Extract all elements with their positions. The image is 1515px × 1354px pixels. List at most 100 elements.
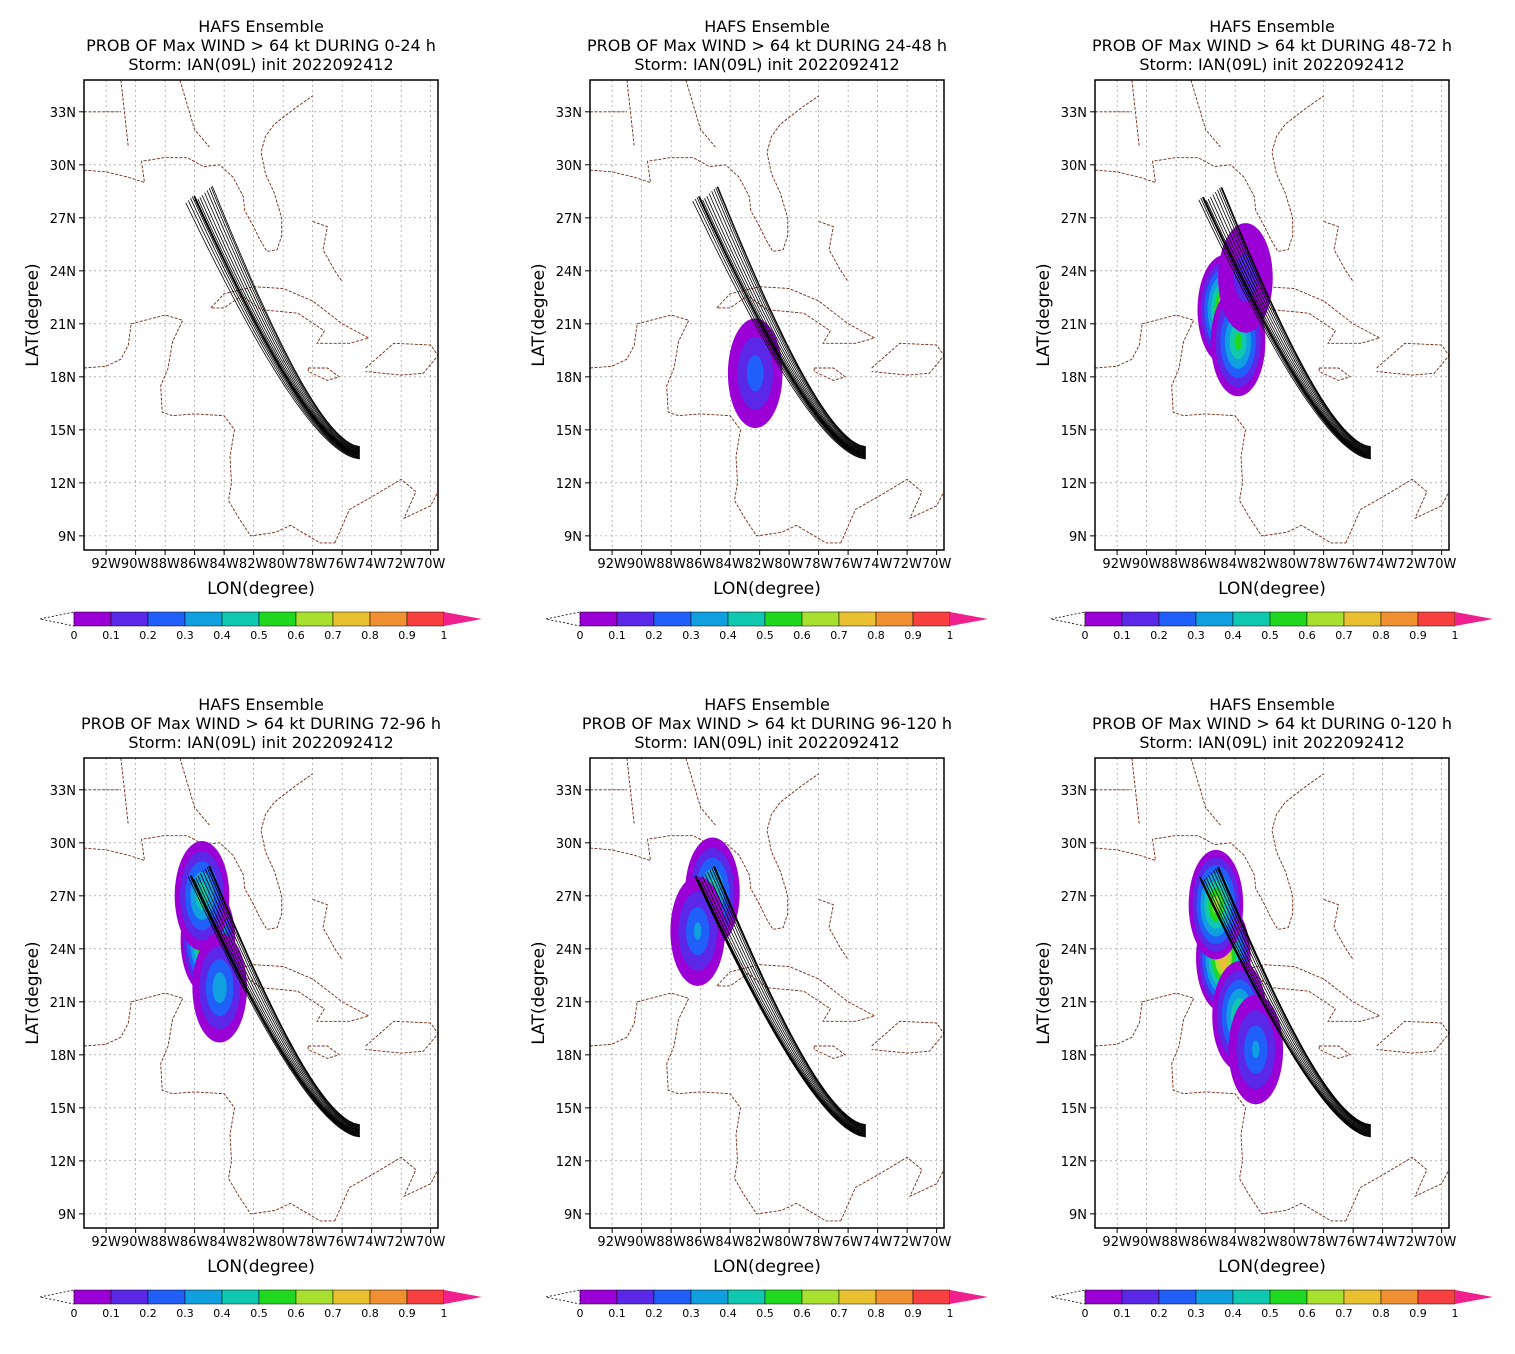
colorbar-swatch [1380,611,1419,627]
ensemble-track [698,879,866,1133]
colorbar-tick-label: 0.5 [1261,1307,1279,1320]
colorbar-swatch [221,1289,260,1305]
colorbar-swatch [184,1289,223,1305]
colorbar-tick-label: 0.6 [1298,629,1316,642]
probability-contour [1252,1040,1260,1059]
colorbar-tick-label: 0.7 [1335,629,1353,642]
ensemble-track [188,876,360,1138]
colorbar-swatch [1343,611,1382,627]
ensemble-track [197,198,360,452]
probability-contour [1234,332,1242,351]
colorbar-tick-label: 0.1 [1113,1307,1131,1320]
ensemble-track [1201,880,1371,1134]
coastline [818,220,849,282]
colorbar-swatch [838,1289,877,1305]
x-axis-label: LON(degree) [207,1257,315,1277]
colorbar-swatch [579,611,618,627]
ensemble-track [715,187,866,449]
colorbar-tick-label: 0.4 [719,1307,737,1320]
colorbar-tick-label: 0.9 [398,629,416,642]
x-tick-label: 72W [1397,1235,1427,1250]
map-frame [1094,757,1450,1229]
ensemble-track [193,879,360,1132]
colorbar-swatch [912,1289,951,1305]
x-axis-label: LON(degree) [207,579,315,599]
colorbar-tick-label: 0.2 [139,1307,157,1320]
y-tick-label: 15N [1061,1102,1087,1117]
colorbar-tick-label: 0.9 [1409,629,1427,642]
coastline [840,478,944,544]
colorbar-swatch [764,1289,803,1305]
ensemble-track [195,877,360,1131]
colorbar-tick-label: 0 [1082,1307,1089,1320]
y-axis-label: LAT(degree) [529,941,549,1044]
ensemble-track [1210,872,1371,1131]
x-axis-label: LON(degree) [1218,1257,1326,1277]
x-tick-label: 74W [863,557,893,572]
x-tick-label: 78W [1309,1235,1339,1250]
colorbar-under-arrow [545,611,581,627]
colorbar-tick-label: 0.6 [793,1307,811,1320]
coastline [716,286,876,344]
coastline [84,323,132,369]
y-tick-label: 21N [50,996,76,1011]
y-tick-label: 12N [556,1155,582,1170]
x-tick-label: 76W [327,557,357,572]
ensemble-track [1212,194,1371,451]
x-tick-label: 76W [1338,1235,1368,1250]
x-tick-label: 88W [150,557,180,572]
ensemble-track [193,195,360,457]
colorbar-swatch [653,611,692,627]
coastline [1131,80,1140,148]
colorbar-swatch [295,611,334,627]
ensemble-track [702,876,866,1131]
x-tick-label: 74W [1368,557,1398,572]
coastline [1095,323,1143,369]
ensemble-track [707,871,866,1130]
colorbar-swatch [1121,611,1160,627]
colorbar-tick-label: 0.6 [287,1307,305,1320]
panel-subtitle: PROB OF Max WIND > 64 kt DURING 48-72 h [1092,36,1452,55]
y-tick-label: 24N [50,943,76,958]
coastline [626,80,635,148]
coastline [307,1045,341,1059]
colorbar-tick-label: 0.3 [176,629,194,642]
ensemble-track [187,200,360,459]
x-tick-label: 82W [1250,557,1280,572]
y-tick-label: 12N [556,477,582,492]
y-tick-label: 12N [1061,477,1087,492]
colorbar-swatch [147,1289,186,1305]
coastline [312,898,343,960]
colorbar-swatch [912,611,951,627]
coastline [1190,80,1221,148]
colorbar-swatch [332,1289,371,1305]
colorbar-swatch [1232,1289,1271,1305]
colorbar-swatch [1195,1289,1234,1305]
y-axis-label: LAT(degree) [529,263,549,366]
ensemble-track [704,198,866,452]
ensemble-track [692,201,866,460]
ensemble-track [190,198,360,459]
x-tick-label: 80W [268,1235,298,1250]
y-tick-label: 15N [50,424,76,439]
ensemble-track [700,200,866,453]
colorbar: 0 0.1 0.2 0.3 0.4 0.5 0.6 0.7 0.8 0.9 1 [545,611,988,642]
panel-subtitle: PROB OF Max WIND > 64 kt DURING 24-48 h [587,36,947,55]
coastline [312,220,343,282]
colorbar-tick-label: 0.9 [904,1307,922,1320]
ensemble-track [1202,880,1371,1133]
y-tick-label: 18N [50,1049,76,1064]
colorbar-tick-label: 0.2 [645,1307,663,1320]
panel-title: HAFS Ensemble [1209,695,1335,714]
ensemble-track [210,186,360,448]
y-tick-label: 24N [1061,265,1087,280]
y-tick-label: 27N [556,212,582,227]
coastline [84,1001,132,1047]
coastline [1323,220,1354,282]
coastline [685,758,716,826]
x-tick-label: 88W [1161,1235,1191,1250]
ensemble-track [192,879,360,1133]
